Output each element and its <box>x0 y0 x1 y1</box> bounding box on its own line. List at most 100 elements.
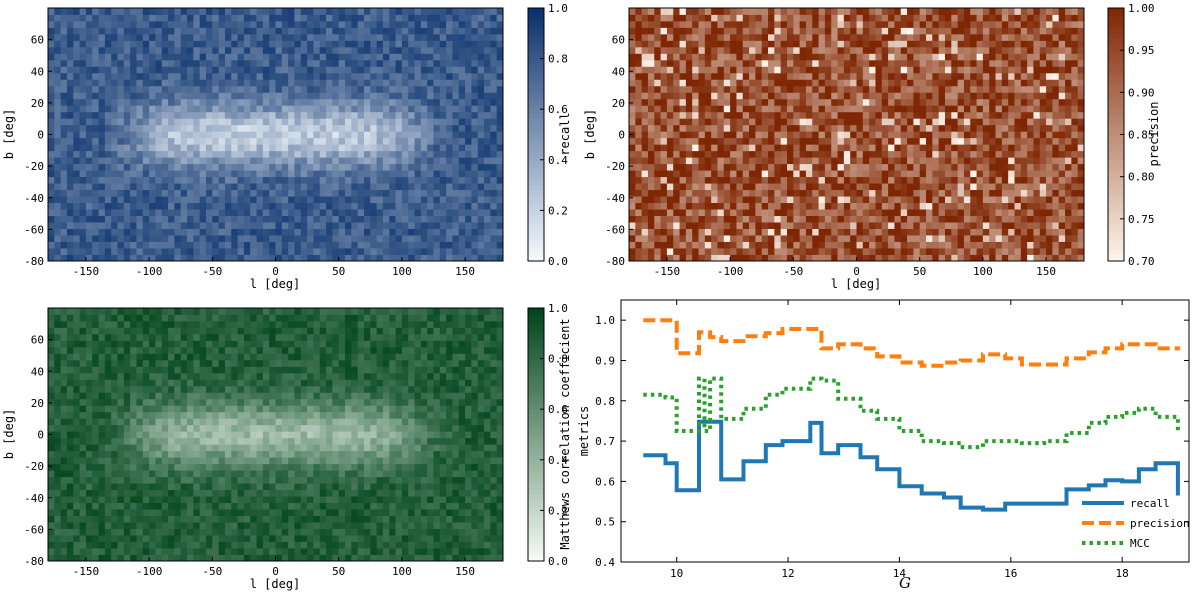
recall-cell <box>130 66 137 74</box>
precision-cell <box>685 176 693 184</box>
recall-cell <box>338 222 346 229</box>
recall-cell <box>155 131 163 139</box>
precision-cell <box>982 131 990 139</box>
precision-cell <box>1052 189 1060 197</box>
precision-cell <box>907 137 914 145</box>
precision-cell <box>799 189 807 197</box>
precision-cell <box>963 72 971 80</box>
recall-cell <box>357 202 365 210</box>
precision-cell <box>679 144 687 152</box>
precision-cell <box>869 118 876 126</box>
recall-cell <box>294 124 302 132</box>
recall-cell <box>269 228 276 236</box>
recall-cell <box>471 183 479 191</box>
recall-cell <box>136 79 144 87</box>
precision-cell <box>837 183 845 191</box>
recall-cell <box>142 131 150 139</box>
recall-cell <box>370 85 378 93</box>
recall-cell <box>79 105 87 113</box>
precision-cell <box>730 118 737 126</box>
recall-cell <box>117 14 125 22</box>
precision-cell <box>774 170 782 178</box>
precision-cell <box>970 118 977 126</box>
recall-cell <box>142 53 150 61</box>
recall-cell <box>458 241 466 249</box>
precision-cell <box>976 254 984 262</box>
recall-cell <box>142 202 150 210</box>
precision-cell <box>850 92 857 100</box>
recall-cell <box>212 98 220 106</box>
precision-cell <box>957 157 965 165</box>
recall-cell <box>187 170 194 178</box>
precision-cell <box>957 118 965 126</box>
recall-cell <box>224 209 232 216</box>
recall-cell <box>155 144 163 152</box>
recall-cell <box>477 59 485 67</box>
x-tick-label: 50 <box>332 265 345 278</box>
precision-cell <box>881 72 889 80</box>
recall-cell <box>92 189 99 197</box>
recall-cell <box>395 105 403 113</box>
precision-cell <box>888 254 895 262</box>
recall-cell <box>66 137 74 145</box>
recall-cell <box>136 235 144 242</box>
precision-cell <box>843 157 851 165</box>
recall-colorbar-swatch <box>528 164 544 169</box>
recall-colorbar-swatch <box>528 248 544 254</box>
recall-cell <box>149 27 156 35</box>
recall-cell <box>180 118 188 126</box>
recall-cell <box>490 241 498 249</box>
recall-cell <box>414 20 422 28</box>
recall-cell <box>231 85 238 93</box>
recall-cell <box>250 8 257 15</box>
recall-cell <box>490 20 498 28</box>
precision-cell <box>926 131 933 139</box>
recall-cell <box>117 222 125 229</box>
recall-cell <box>205 27 213 35</box>
recall-colorbar-swatch <box>528 159 544 165</box>
recall-cell <box>363 189 371 197</box>
recall-cell <box>427 72 434 80</box>
precision-cell <box>881 131 889 139</box>
precision-cell <box>774 215 782 223</box>
recall-cell <box>205 98 213 106</box>
recall-cell <box>313 111 321 119</box>
recall-cell <box>382 254 390 262</box>
precision-cell <box>1027 248 1034 255</box>
recall-cell <box>66 111 74 119</box>
recall-cell <box>433 105 441 113</box>
recall-cell <box>174 111 182 119</box>
recall-cell <box>168 27 175 35</box>
recall-cell <box>180 111 188 119</box>
recall-cell <box>218 8 226 15</box>
recall-cell <box>452 222 460 229</box>
precision-cell <box>742 163 750 171</box>
recall-cell <box>414 124 422 132</box>
recall-cell <box>54 241 62 249</box>
recall-cell <box>117 131 125 139</box>
recall-cell <box>477 163 485 171</box>
recall-cell <box>332 53 340 61</box>
precision-cell <box>1071 183 1079 191</box>
precision-cell <box>837 124 845 132</box>
recall-cell <box>408 157 415 165</box>
recall-cell <box>79 170 87 178</box>
precision-cell <box>812 215 819 223</box>
recall-cell <box>168 66 175 74</box>
recall-cell <box>117 196 125 204</box>
precision-cell <box>1014 98 1022 106</box>
precision-cell <box>913 183 921 191</box>
recall-cell <box>427 27 434 35</box>
recall-cell <box>174 105 182 113</box>
recall-cell <box>168 170 175 178</box>
precision-cell <box>907 183 914 191</box>
precision-cell <box>793 189 801 197</box>
colorbar-tick-label: 0.2 <box>548 204 568 217</box>
precision-cell <box>875 150 883 158</box>
precision-cell <box>629 189 636 197</box>
recall-cell <box>155 33 163 41</box>
recall-cell <box>382 8 390 15</box>
precision-cell <box>862 228 870 236</box>
recall-cell <box>484 92 491 100</box>
recall-cell <box>345 222 352 229</box>
